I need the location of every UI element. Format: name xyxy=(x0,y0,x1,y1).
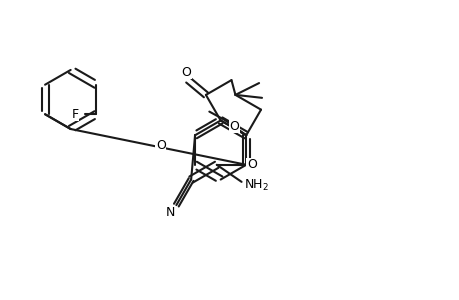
Text: O: O xyxy=(229,120,239,133)
Text: F: F xyxy=(72,108,78,121)
Text: O: O xyxy=(246,158,256,171)
Text: O: O xyxy=(181,66,191,79)
Text: O: O xyxy=(156,139,165,152)
Text: NH$_2$: NH$_2$ xyxy=(243,177,268,193)
Text: N: N xyxy=(165,206,174,219)
